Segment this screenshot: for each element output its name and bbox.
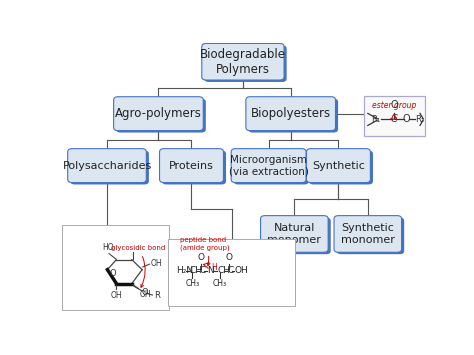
Text: glycosidic bond: glycosidic bond xyxy=(111,245,165,287)
FancyBboxPatch shape xyxy=(334,215,401,252)
Text: H₂N: H₂N xyxy=(176,266,193,275)
FancyBboxPatch shape xyxy=(114,97,203,131)
FancyBboxPatch shape xyxy=(246,97,336,131)
FancyBboxPatch shape xyxy=(248,99,338,132)
FancyBboxPatch shape xyxy=(202,43,284,80)
FancyBboxPatch shape xyxy=(160,149,223,182)
Text: Biodegradable
Polymers: Biodegradable Polymers xyxy=(200,48,286,76)
Text: OH: OH xyxy=(139,290,151,299)
Text: Synthetic: Synthetic xyxy=(312,160,365,171)
Text: C: C xyxy=(200,266,206,275)
Text: C: C xyxy=(227,266,233,275)
Text: HO: HO xyxy=(102,243,113,252)
Text: OH: OH xyxy=(110,291,122,300)
FancyBboxPatch shape xyxy=(70,151,149,185)
Text: OH: OH xyxy=(151,259,163,268)
Text: O: O xyxy=(141,288,147,297)
Text: N: N xyxy=(207,266,214,275)
FancyBboxPatch shape xyxy=(62,225,169,310)
Text: peptide bond
(amide group): peptide bond (amide group) xyxy=(181,237,230,266)
FancyBboxPatch shape xyxy=(261,215,328,252)
Text: OH: OH xyxy=(235,266,248,275)
Text: CH: CH xyxy=(190,266,203,275)
FancyBboxPatch shape xyxy=(168,239,295,306)
Text: CH₃: CH₃ xyxy=(185,279,199,288)
FancyBboxPatch shape xyxy=(234,151,309,185)
Text: O: O xyxy=(225,253,232,262)
FancyBboxPatch shape xyxy=(116,99,206,132)
Text: Microorganism
(via extraction): Microorganism (via extraction) xyxy=(228,155,309,176)
Text: O: O xyxy=(109,269,116,278)
Text: C: C xyxy=(391,114,398,124)
Text: O: O xyxy=(391,99,398,110)
Text: Polysaccharides: Polysaccharides xyxy=(63,160,152,171)
Text: H: H xyxy=(211,263,217,272)
Text: Biopolyesters: Biopolyesters xyxy=(251,107,331,120)
Text: R₁: R₁ xyxy=(372,115,381,124)
Text: R: R xyxy=(154,291,160,300)
Text: R₂: R₂ xyxy=(415,115,424,124)
Text: Synthetic
monomer: Synthetic monomer xyxy=(341,223,395,245)
Text: CH: CH xyxy=(217,266,230,275)
FancyBboxPatch shape xyxy=(364,96,425,136)
Text: Natural
monomer: Natural monomer xyxy=(267,223,321,245)
FancyBboxPatch shape xyxy=(162,151,226,185)
FancyBboxPatch shape xyxy=(307,149,370,182)
Text: Agro-polymers: Agro-polymers xyxy=(115,107,202,120)
Text: O: O xyxy=(402,114,410,124)
Text: CH₃: CH₃ xyxy=(213,279,227,288)
Text: O: O xyxy=(198,253,205,262)
FancyBboxPatch shape xyxy=(68,149,146,182)
FancyBboxPatch shape xyxy=(263,218,331,254)
FancyBboxPatch shape xyxy=(309,151,373,185)
FancyBboxPatch shape xyxy=(204,45,287,82)
FancyBboxPatch shape xyxy=(337,218,404,254)
Text: Proteins: Proteins xyxy=(169,160,214,171)
FancyBboxPatch shape xyxy=(231,149,306,182)
Text: ester group: ester group xyxy=(372,101,417,110)
